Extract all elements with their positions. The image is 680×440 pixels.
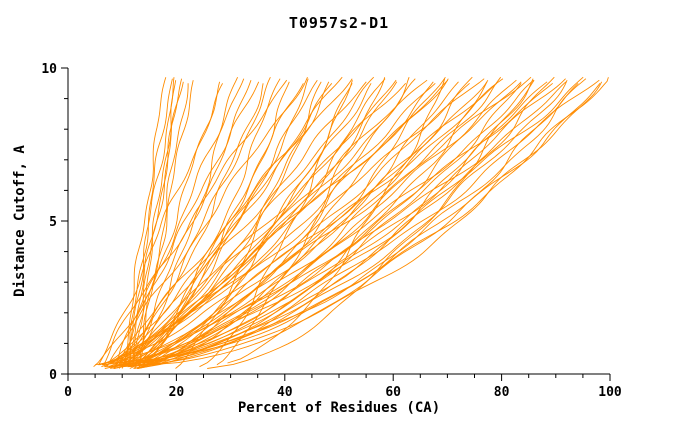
y-tick-label: 0 [49, 368, 57, 383]
model-curve [121, 77, 167, 369]
x-tick-label: 80 [494, 385, 510, 400]
model-curve [98, 83, 223, 366]
model-curve [117, 81, 221, 367]
model-curve [119, 78, 353, 364]
model-curve [132, 81, 260, 365]
model-curve [118, 81, 548, 364]
model-curve [116, 82, 407, 364]
x-tick-label: 60 [385, 385, 401, 400]
model-curve [104, 76, 555, 368]
model-curve [124, 77, 175, 367]
model-curve [114, 79, 489, 369]
model-curve [207, 79, 535, 369]
chart-title: T0957s2-D1 [288, 14, 390, 32]
model-curve [103, 76, 584, 366]
model-curve [110, 77, 609, 364]
model-curve [126, 81, 522, 366]
x-tick-label: 20 [169, 385, 185, 400]
model-curve [138, 83, 189, 369]
x-axis-label: Percent of Residues (CA) [237, 400, 441, 416]
model-curve [104, 81, 367, 368]
model-curve [109, 81, 603, 368]
x-tick-label: 0 [64, 385, 72, 400]
model-curve [127, 82, 579, 368]
model-curve [98, 81, 398, 366]
model-curve [227, 78, 446, 364]
model-curve [118, 77, 271, 369]
x-tick-label: 40 [277, 385, 293, 400]
model-curve [116, 83, 601, 366]
model-curve [175, 81, 322, 369]
model-curve [127, 78, 534, 368]
model-curve [122, 79, 428, 366]
model-curve [94, 79, 534, 366]
model-curve [136, 79, 600, 369]
model-curve [111, 79, 449, 364]
model-curve [111, 76, 532, 369]
model-curve [139, 80, 568, 364]
model-curve [126, 83, 333, 368]
x-tick-label: 100 [598, 385, 622, 400]
model-curve [141, 76, 375, 364]
model-curve [101, 78, 416, 368]
model-curve [135, 83, 522, 364]
model-curve [109, 79, 517, 368]
y-tick-label: 10 [41, 62, 57, 77]
model-curve [132, 80, 177, 365]
y-tick-label: 5 [49, 215, 57, 230]
model-curve [124, 78, 566, 366]
model-curve [108, 82, 470, 368]
model-curve [117, 76, 502, 364]
model-curve [106, 77, 308, 367]
model-curve [106, 83, 264, 364]
model-curve [129, 78, 504, 369]
model-curve [103, 79, 288, 366]
model-curve [99, 82, 498, 366]
model-curve [104, 81, 567, 369]
model-curve [139, 80, 194, 364]
model-curve [137, 82, 553, 369]
